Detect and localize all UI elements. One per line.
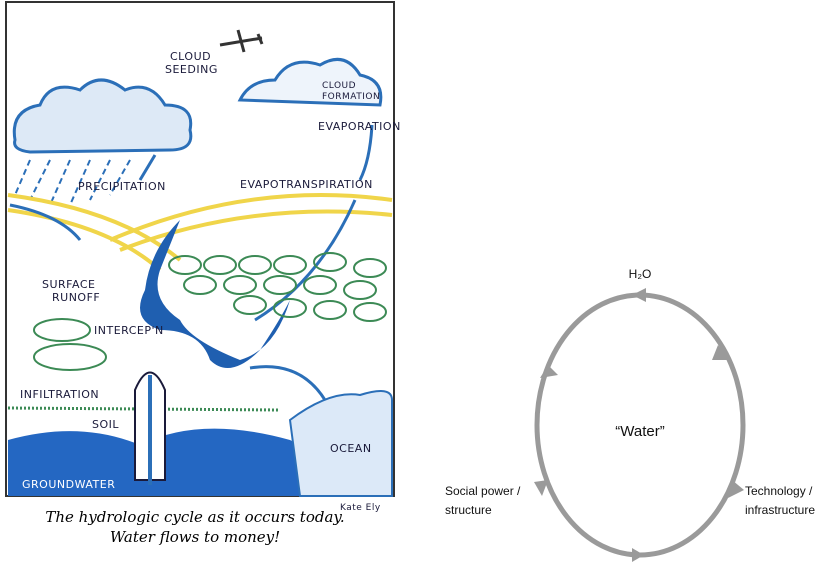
hills [7,193,393,272]
arrow [138,154,157,181]
rain-cloud [12,78,193,154]
cycle-arrows [534,288,744,562]
label: CLOUD SEEDING [165,50,218,76]
label: INFILTRATION [20,388,99,401]
label: EVAPOTRANSPIRATION [240,178,373,191]
cloud [237,57,383,107]
label: EVAPORATION [318,120,401,133]
groundwater [8,428,340,496]
label: OCEAN [330,442,372,455]
caption: The hydrologic cycle as it occurs today.… [45,508,344,546]
label: PRECIPITATION [78,180,166,193]
label: SURFACE RUNOFF [42,278,100,304]
cycle-left: Social power / structure [445,484,521,517]
label: GROUNDWATER [22,478,115,491]
river [140,220,290,368]
signature: Kate Ely [340,503,381,513]
cycle-center: “Water” [615,423,664,440]
label: INTERCEP'N [94,324,164,337]
plane [219,29,264,53]
flow-arrows [9,203,327,401]
label: SOIL [92,418,119,431]
rain [14,159,131,206]
cycle-right: Technology / infrastructure [745,484,815,517]
cycle-top: H₂O [629,267,652,281]
money-fields [33,252,387,371]
evap-arrows [254,124,374,322]
label: CLOUD FORMATION [322,81,380,102]
ocean [288,390,393,497]
